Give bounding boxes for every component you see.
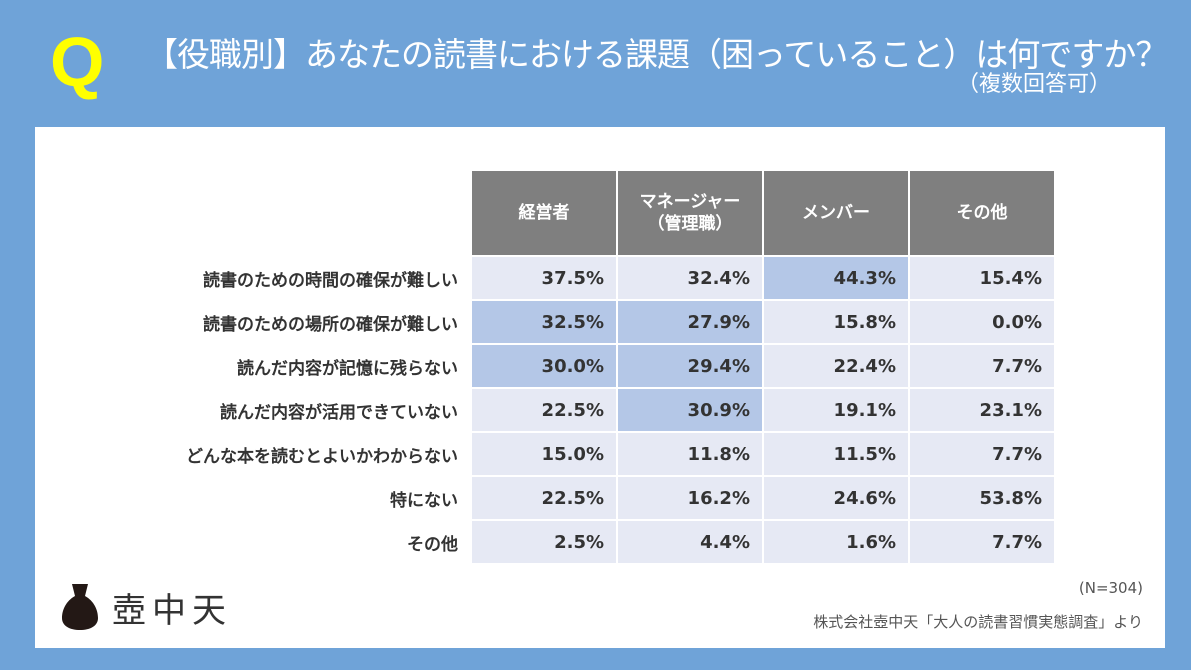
table-cell: 11.8% <box>618 433 762 475</box>
table-row: 読書のための時間の確保が難しい 37.5% 32.4% 44.3% 15.4% <box>35 257 1054 299</box>
table-cell: 32.5% <box>472 301 616 343</box>
column-header-line: その他 <box>956 202 1008 223</box>
table-cell: 22.5% <box>472 477 616 519</box>
table-cell: 15.4% <box>910 257 1054 299</box>
table-cell: 7.7% <box>910 521 1054 563</box>
column-header-line: （管理職） <box>647 214 733 234</box>
column-header-line: 経営者 <box>518 202 570 223</box>
table-cell: 16.2% <box>618 477 762 519</box>
content-panel: 経営者 マネージャー （管理職） メンバー その他 読書のための時間の確保が難しい 37.… <box>35 127 1165 648</box>
row-label: 読んだ内容が記憶に残らない <box>237 358 458 379</box>
table-cell: 29.4% <box>618 345 762 387</box>
table-cell: 19.1% <box>764 389 908 431</box>
page-title: 【役職別】あなたの読書における課題（困っていること）は何ですか？ <box>145 35 1168 74</box>
table-header-row: 経営者 マネージャー （管理職） メンバー その他 <box>35 171 1054 255</box>
table-row: 読書のための場所の確保が難しい 32.5% 27.9% 15.8% 0.0% <box>35 301 1054 343</box>
results-table: 経営者 マネージャー （管理職） メンバー その他 読書のための時間の確保が難しい 37.… <box>33 169 1056 565</box>
table-row: 読んだ内容が活用できていない 22.5% 30.9% 19.1% 23.1% <box>35 389 1054 431</box>
blank-header <box>35 171 470 255</box>
column-header: マネージャー （管理職） <box>618 171 762 255</box>
table-row: 特にない 22.5% 16.2% 24.6% 53.8% <box>35 477 1054 519</box>
row-label: どんな本を読むとよいかわからない <box>186 446 458 467</box>
column-header: 経営者 <box>472 171 616 255</box>
row-label: 特にない <box>390 490 458 511</box>
table-cell: 37.5% <box>472 257 616 299</box>
source-note: 株式会社壺中天「大人の読書習慣実態調査」より <box>813 613 1143 631</box>
table-cell: 11.5% <box>764 433 908 475</box>
table-cell: 7.7% <box>910 345 1054 387</box>
table-cell: 1.6% <box>764 521 908 563</box>
logo: 壺中天 <box>60 582 232 632</box>
table-cell: 24.6% <box>764 477 908 519</box>
table-cell: 53.8% <box>910 477 1054 519</box>
table-cell: 0.0% <box>910 301 1054 343</box>
column-header: その他 <box>910 171 1054 255</box>
row-label: 読書のための時間の確保が難しい <box>203 270 458 291</box>
page-subtitle: （複数回答可） <box>956 72 1111 97</box>
table-cell: 22.5% <box>472 389 616 431</box>
table-cell: 4.4% <box>618 521 762 563</box>
table-cell: 2.5% <box>472 521 616 563</box>
table-cell: 15.0% <box>472 433 616 475</box>
table-cell: 22.4% <box>764 345 908 387</box>
q-mark: Q <box>50 23 105 101</box>
column-header-line: マネージャー <box>639 191 741 212</box>
row-label: その他 <box>407 534 458 555</box>
table-cell: 7.7% <box>910 433 1054 475</box>
table-cell: 30.0% <box>472 345 616 387</box>
table-row: どんな本を読むとよいかわからない 15.0% 11.8% 11.5% 7.7% <box>35 433 1054 475</box>
table-row: 読んだ内容が記憶に残らない 30.0% 29.4% 22.4% 7.7% <box>35 345 1054 387</box>
table-cell: 44.3% <box>764 257 908 299</box>
column-header-line: メンバー <box>802 202 870 223</box>
pot-logo-icon <box>62 584 98 630</box>
column-header: メンバー <box>764 171 908 255</box>
table-cell: 32.4% <box>618 257 762 299</box>
table-cell: 23.1% <box>910 389 1054 431</box>
row-label: 読書のための場所の確保が難しい <box>203 314 458 335</box>
sample-size: (N=304) <box>1078 579 1143 597</box>
table-cell: 15.8% <box>764 301 908 343</box>
table-cell: 30.9% <box>618 389 762 431</box>
row-label: 読んだ内容が活用できていない <box>220 402 458 423</box>
logo-text: 壺中天 <box>112 590 232 631</box>
table-row: その他 2.5% 4.4% 1.6% 7.7% <box>35 521 1054 563</box>
table-cell: 27.9% <box>618 301 762 343</box>
